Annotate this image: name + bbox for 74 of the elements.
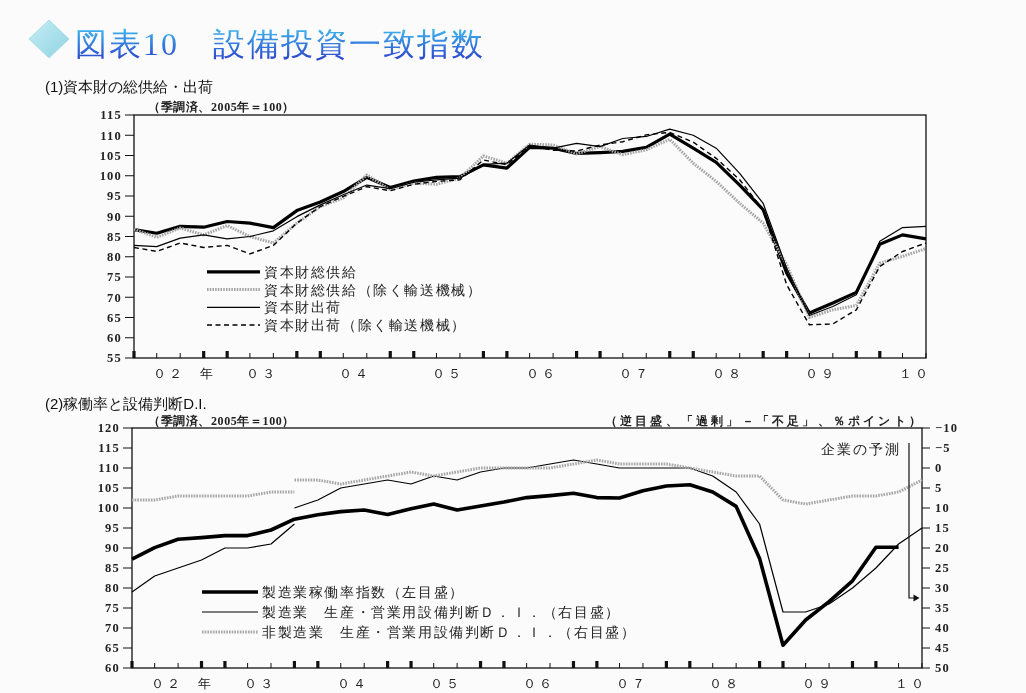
y2-tick-label: 25	[935, 561, 950, 576]
legend-label: 資本財総供給（除く輸送機械）	[264, 282, 483, 298]
y-tick-label: 80	[107, 250, 122, 265]
chart-title: (2)稼働率と設備判断D.I.	[45, 395, 207, 412]
x-tick-label: ０５	[429, 676, 462, 691]
y-tick-label: 95	[107, 189, 122, 204]
x-tick-label: ０５	[432, 366, 465, 381]
y2-tick-label: 40	[935, 621, 950, 636]
y-tick-label: 110	[98, 461, 120, 476]
y2-tick-label: 30	[935, 581, 950, 596]
y2-tick-label: 15	[935, 521, 950, 536]
x-tick-label: ０３	[245, 366, 278, 381]
y-tick-label: 60	[107, 331, 122, 346]
x-tick-label: ０６	[522, 676, 555, 691]
y2-tick-label: 10	[935, 501, 950, 516]
x-tick-label: １０	[898, 366, 931, 381]
legend-label: 資本財出荷	[264, 300, 342, 316]
x-tick-label: ０８	[712, 366, 745, 381]
y2-tick-label: 20	[935, 541, 950, 556]
y-tick-label: 85	[105, 561, 120, 576]
y-tick-label: 105	[99, 148, 122, 163]
x-tick-label: ０４	[339, 366, 372, 381]
y2-tick-label: −5	[935, 441, 951, 456]
y-tick-label: 115	[98, 441, 120, 456]
legend-label: 資本財出荷（除く輸送機械）	[264, 318, 467, 333]
y-axis-title: （季調済、2005年＝100）	[148, 414, 295, 428]
y-tick-label: 75	[107, 270, 122, 285]
y-tick-label: 90	[107, 209, 122, 224]
legend-label: 非製造業 生産・営業用設備判断Ｄ．Ｉ．（右目盛）	[262, 625, 637, 640]
x-tick-label: ０７	[615, 676, 648, 691]
y-tick-label: 95	[105, 521, 120, 536]
x-tick-label: ０４	[336, 676, 369, 691]
y2-tick-label: 0	[935, 461, 943, 476]
x-tick-label: ０９	[801, 676, 834, 691]
y-tick-label: 100	[97, 501, 120, 516]
x-tick-label: １０	[894, 676, 927, 691]
x-tick-label: ０２	[152, 366, 185, 381]
legend-label: 製造業稼働率指数（左目盛）	[262, 585, 465, 600]
y-tick-label: 80	[105, 581, 120, 596]
line-series	[292, 458, 924, 506]
x-tick-label: ０７	[618, 366, 651, 381]
y-tick-label: 115	[100, 108, 122, 123]
annotation: 企業の予測	[821, 442, 901, 457]
y2-tick-label: 5	[935, 481, 943, 496]
y-axis-title: （季調済、2005年＝100）	[148, 100, 295, 114]
y-tick-label: 110	[100, 128, 122, 143]
y2-axis-title: （逆目盛、「過剰」－「不足」、％ポイント）	[604, 414, 924, 428]
y-tick-label: 75	[105, 601, 120, 616]
chart-title: 図表10 設備投資一致指数	[75, 26, 485, 62]
legend-label: 製造業 生産・営業用設備判断Ｄ．Ｉ．（右目盛）	[262, 605, 621, 620]
x-tick-label: ０８	[708, 676, 741, 691]
y-tick-label: 65	[107, 310, 122, 325]
y-tick-label: 100	[99, 169, 122, 184]
y-tick-label: 60	[105, 661, 120, 676]
y-tick-label: 70	[107, 290, 122, 305]
y2-tick-label: −10	[935, 421, 959, 436]
x-tick-label: ０３	[243, 676, 276, 691]
y-tick-label: 105	[97, 481, 120, 496]
y-tick-label: 85	[107, 229, 122, 244]
y-tick-label: 65	[105, 641, 120, 656]
x-tick-label: 年	[199, 366, 216, 381]
y-tick-label: 120	[97, 421, 120, 436]
y-tick-label: 90	[105, 541, 120, 556]
legend-label: 資本財総供給	[264, 264, 358, 280]
chart-subtitle: (1)資本財の総供給・出荷	[45, 78, 214, 95]
y-tick-label: 70	[105, 621, 120, 636]
x-tick-label: 年	[197, 676, 214, 691]
y-tick-label: 55	[107, 351, 122, 366]
y2-tick-label: 45	[935, 641, 950, 656]
y2-tick-label: 50	[935, 661, 950, 676]
y2-tick-label: 35	[935, 601, 950, 616]
x-tick-label: ０９	[805, 366, 838, 381]
x-tick-label: ０２	[150, 676, 183, 691]
x-tick-label: ０６	[525, 366, 558, 381]
